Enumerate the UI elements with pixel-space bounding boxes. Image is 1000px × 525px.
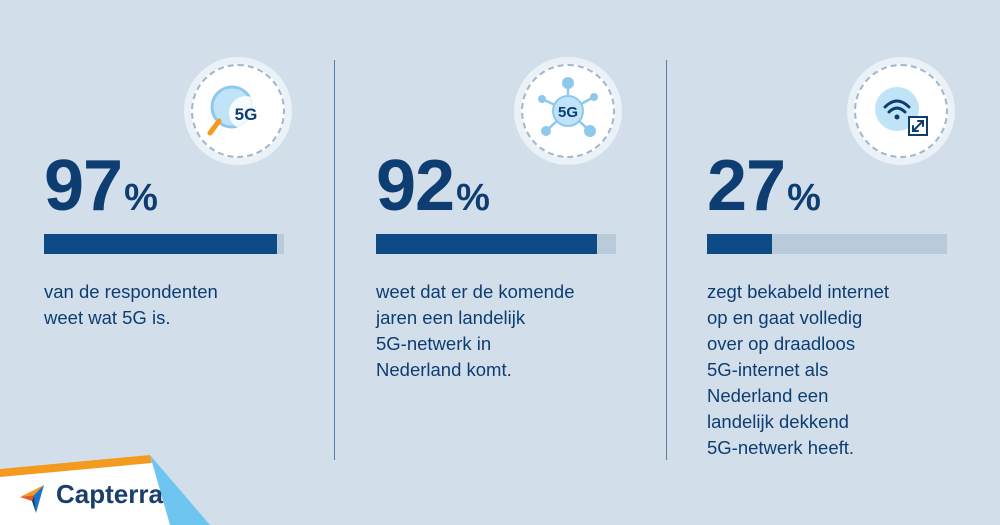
progress-bar (376, 234, 616, 254)
svg-text:5G: 5G (558, 104, 578, 121)
network-5g-icon: 5G (514, 57, 622, 165)
svg-text:5G: 5G (235, 105, 258, 124)
stat-percentage: 27% (707, 146, 821, 226)
progress-bar-fill (376, 234, 597, 254)
stat-percentage: 97% (44, 146, 158, 226)
progress-bar (44, 234, 284, 254)
progress-bar-fill (707, 234, 772, 254)
stat-description: zegt bekabeld internet op en gaat volled… (707, 281, 890, 458)
stat-percentage: 92% (376, 146, 490, 226)
stat-description: weet dat er de komende jaren een landeli… (376, 281, 575, 380)
divider-2 (666, 60, 667, 460)
capterra-logo-banner (0, 455, 210, 525)
stat-description: van de respondenten weet wat 5G is. (44, 281, 218, 328)
divider-1 (334, 60, 335, 460)
brand-name: Capterra (56, 479, 163, 509)
progress-bar (707, 234, 947, 254)
stat-column-1: 5G 97% van de respondenten weet wat 5G i… (44, 0, 344, 525)
progress-bar-fill (44, 234, 277, 254)
stat-column-2: 5G 92% weet dat er de komende jaren een … (376, 0, 676, 525)
stat-column-3: 27% zegt bekabeld internet op en gaat vo… (707, 0, 1000, 525)
wifi-switch-icon (847, 57, 955, 165)
magnifier-5g-icon: 5G (184, 57, 292, 165)
